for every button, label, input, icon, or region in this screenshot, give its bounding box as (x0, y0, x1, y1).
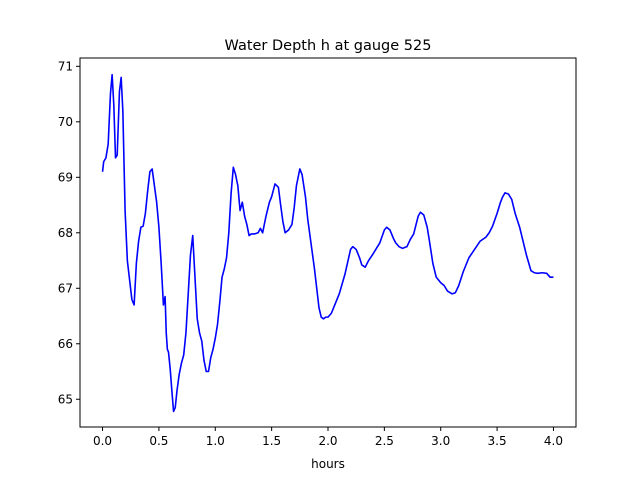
x-tick-label: 3.5 (488, 434, 507, 448)
chart-title: Water Depth h at gauge 525 (225, 38, 432, 54)
plot-area (101, 73, 554, 413)
y-tick-label: 69 (58, 170, 73, 184)
x-tick-label: 3.0 (431, 434, 450, 448)
x-tick-label: 0.0 (93, 434, 112, 448)
y-tick-label: 68 (58, 226, 73, 240)
y-tick-label: 67 (58, 281, 73, 295)
y-tick-label: 71 (58, 59, 73, 73)
y-axis-ticks: 65 66 67 68 69 70 71 (58, 59, 80, 406)
x-tick-label: 2.0 (318, 434, 337, 448)
y-tick-label: 66 (58, 337, 73, 351)
x-axis-ticks: 0.0 0.5 1.0 1.5 2.0 2.5 3.0 3.5 4.0 (93, 427, 563, 448)
y-tick-label: 65 (58, 392, 73, 406)
x-tick-label: 0.5 (149, 434, 168, 448)
x-tick-label: 1.0 (206, 434, 225, 448)
x-tick-label: 2.5 (375, 434, 394, 448)
y-tick-label: 70 (58, 115, 73, 129)
x-tick-label: 4.0 (544, 434, 563, 448)
x-axis-label: hours (311, 457, 345, 471)
series-line-0 (101, 73, 554, 413)
axes-frame (79, 57, 577, 428)
x-tick-label: 1.5 (262, 434, 281, 448)
